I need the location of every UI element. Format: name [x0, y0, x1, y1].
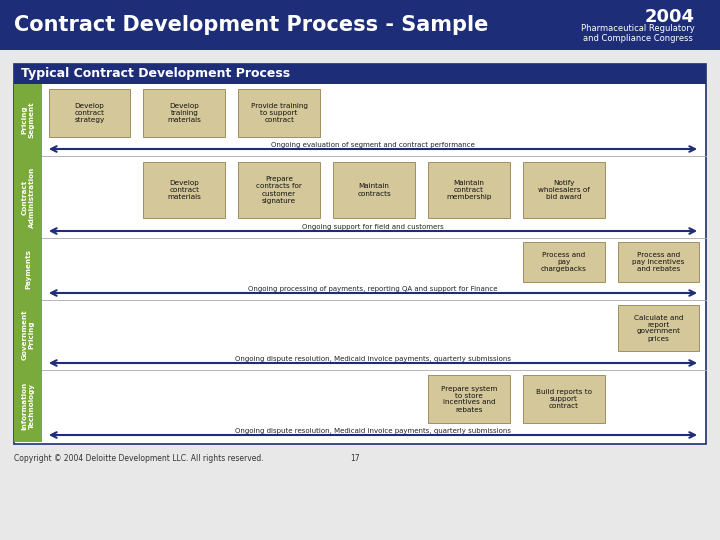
Text: Typical Contract Development Process: Typical Contract Development Process	[21, 68, 290, 80]
Text: Process and
pay
chargebacks: Process and pay chargebacks	[541, 252, 587, 272]
Bar	[523, 375, 605, 423]
Text: Ongoing support for field and customers: Ongoing support for field and customers	[302, 224, 444, 230]
Text: Prepare system
to store
incentives and
rebates: Prepare system to store incentives and r…	[441, 386, 497, 413]
Bar	[49, 89, 130, 137]
Text: Ongoing processing of payments, reporting QA and support for Finance: Ongoing processing of payments, reportin…	[248, 286, 498, 292]
Bar	[238, 162, 320, 218]
Text: Develop
contract
materials: Develop contract materials	[167, 180, 201, 200]
Text: Copyright © 2004 Deloitte Development LLC. All rights reserved.: Copyright © 2004 Deloitte Development LL…	[14, 454, 264, 463]
Bar	[618, 305, 699, 351]
Text: Ongoing evaluation of segment and contract performance: Ongoing evaluation of segment and contra…	[271, 142, 475, 148]
Bar	[428, 375, 510, 423]
Bar	[14, 238, 42, 300]
Bar	[238, 89, 320, 137]
Bar	[14, 64, 706, 444]
Text: Pricing
Segment: Pricing Segment	[22, 102, 35, 138]
Text: Government
Pricing: Government Pricing	[22, 309, 35, 360]
Bar	[14, 300, 42, 370]
Text: 2004: 2004	[645, 8, 695, 26]
Text: Payments: Payments	[25, 249, 31, 289]
Text: Contract Development Process - Sample: Contract Development Process - Sample	[14, 15, 488, 35]
Bar	[14, 156, 42, 238]
Text: Pharmaceutical Regulatory
and Compliance Congress: Pharmaceutical Regulatory and Compliance…	[581, 24, 695, 43]
Text: Notify
wholesalers of
bid award: Notify wholesalers of bid award	[538, 180, 590, 200]
Text: 17: 17	[350, 454, 360, 463]
Bar	[14, 64, 706, 84]
Text: Process and
pay incentives
and rebates: Process and pay incentives and rebates	[632, 252, 685, 272]
Bar	[523, 242, 605, 282]
Bar	[428, 162, 510, 218]
Text: Develop
contract
strategy: Develop contract strategy	[74, 103, 104, 123]
Text: Calculate and
report
government
prices: Calculate and report government prices	[634, 314, 683, 341]
Text: Maintain
contracts: Maintain contracts	[357, 184, 391, 197]
Text: Build reports to
support
contract: Build reports to support contract	[536, 389, 592, 409]
Bar	[14, 84, 42, 156]
Text: Develop
training
materials: Develop training materials	[167, 103, 201, 123]
Bar	[333, 162, 415, 218]
Text: Maintain
contract
membership: Maintain contract membership	[446, 180, 492, 200]
Text: Provide training
to support
contract: Provide training to support contract	[251, 103, 307, 123]
Text: Prepare
contracts for
customer
signature: Prepare contracts for customer signature	[256, 177, 302, 204]
Bar	[0, 0, 720, 50]
Bar	[618, 242, 699, 282]
Bar	[523, 162, 605, 218]
Bar	[143, 89, 225, 137]
Bar	[14, 370, 42, 442]
Bar	[143, 162, 225, 218]
Text: Contract
Administration: Contract Administration	[22, 166, 35, 228]
Text: Ongoing dispute resolution, Medicaid invoice payments, quarterly submissions: Ongoing dispute resolution, Medicaid inv…	[235, 356, 511, 362]
Text: Ongoing dispute resolution, Medicaid invoice payments, quarterly submissions: Ongoing dispute resolution, Medicaid inv…	[235, 428, 511, 434]
Text: Information
Technology: Information Technology	[22, 382, 35, 430]
